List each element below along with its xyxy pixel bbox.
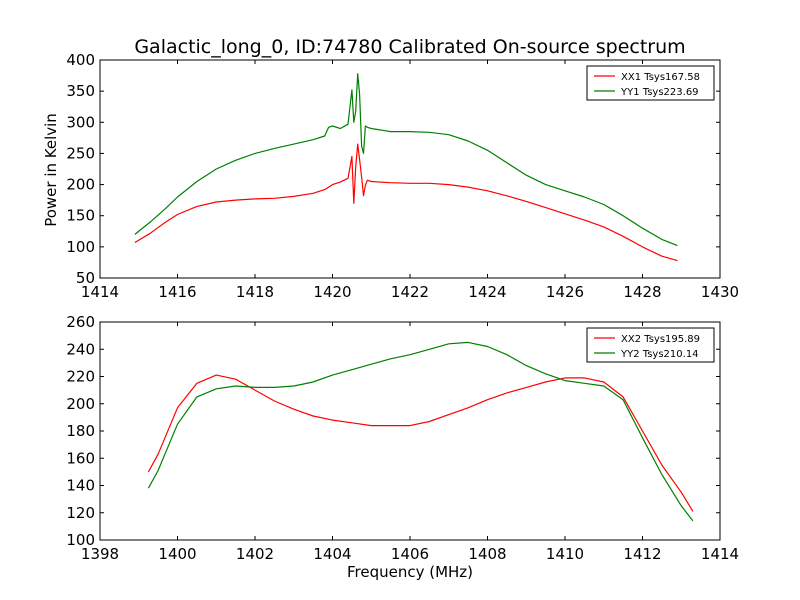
y-tick-label: 400 [66,51,95,69]
legend-label: XX2 Tsys195.89 [621,334,700,345]
legend-label: YY1 Tsys223.69 [620,87,699,98]
y-tick-label: 180 [66,422,95,440]
x-tick-label: 1428 [623,283,661,301]
y-tick-label: 100 [66,531,95,549]
y-tick-label: 140 [66,477,95,495]
x-tick-label: 1410 [546,545,584,563]
legend: XX2 Tsys195.89 YY2 Tsys210.14 [586,327,715,363]
series-line-2 [134,73,678,247]
x-tick-label: 1420 [313,283,351,301]
x-tick-label: 1414 [701,545,739,563]
y-tick-label: 150 [66,207,95,225]
top-chart-panel: 1414 1416 1418 1420 1422 1424 1426 1428 1430 50 10… [66,51,739,301]
x-tick-label: 1398 [81,545,119,563]
x-tick-label: 1418 [236,283,274,301]
x-tick-label: 1408 [468,545,506,563]
x-tick-label: 1424 [468,283,506,301]
legend: XX1 Tsys167.58 YY1 Tsys223.69 [586,65,715,101]
y-tick-label: 250 [66,144,95,162]
x-tick-label: 1400 [158,545,196,563]
x-tick-label: 1426 [546,283,584,301]
x-tick-label: 1422 [391,283,429,301]
y-tick-label: 260 [66,313,95,331]
legend-box [586,65,715,101]
x-tick-label: 1430 [701,283,739,301]
series-line-1 [134,143,678,262]
y-tick-label: 50 [76,269,95,287]
y-tick-label: 200 [66,176,95,194]
series-line-2 [147,341,694,522]
series-line-1 [147,374,694,512]
y-tick-label: 220 [66,368,95,386]
y-tick-label: 200 [66,395,95,413]
x-tick-label: 1412 [623,545,661,563]
legend-label: YY2 Tsys210.14 [620,349,699,360]
x-tick-label: 1416 [158,283,196,301]
chart-title: Galactic_long_0, ID:74780 Calibrated On-… [134,36,685,58]
x-axis-label-bottom: Frequency (MHz) [347,563,473,581]
legend-label: XX1 Tsys167.58 [621,72,700,83]
y-axis-label-top: Power in Kelvin [42,113,60,227]
y-tick-label: 120 [66,504,95,522]
x-tick-label: 1402 [236,545,274,563]
bottom-chart-panel: 1398 1400 1402 1404 1406 1408 1410 1412 1414 100 1… [66,313,739,563]
y-tick-label: 160 [66,449,95,467]
y-tick-label: 350 [66,82,95,100]
x-tick-label: 1406 [391,545,429,563]
y-tick-label: 100 [66,238,95,256]
x-tick-label: 1414 [81,283,119,301]
legend-box [586,327,715,363]
y-tick-label: 240 [66,340,95,358]
x-tick-label: 1404 [313,545,351,563]
y-tick-label: 300 [66,113,95,131]
